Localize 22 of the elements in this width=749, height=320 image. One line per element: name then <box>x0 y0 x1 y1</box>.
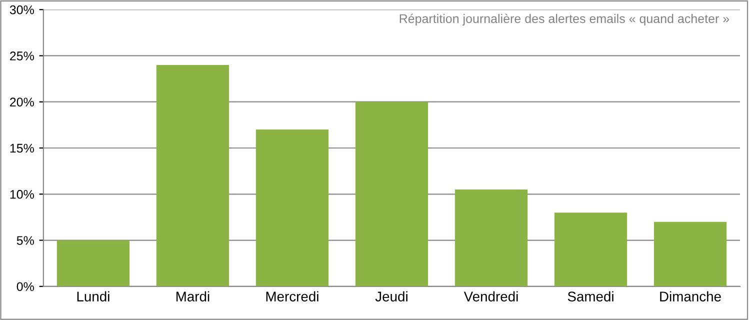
y-tick-label: 0% <box>16 282 34 292</box>
y-tick-label: 10% <box>10 190 34 199</box>
x-tick-label: Samedi <box>568 291 614 302</box>
x-tick-label: Mercredi <box>266 291 318 302</box>
bar <box>554 212 628 286</box>
bar <box>355 102 428 286</box>
x-tick-label: Mardi <box>176 291 210 302</box>
x-tick-label: Dimanche <box>660 291 721 302</box>
bar <box>654 222 727 286</box>
bar <box>56 240 130 286</box>
bar <box>454 190 528 286</box>
x-tick-label: Jeudi <box>375 291 408 302</box>
x-tick-label: Vendredi <box>464 291 518 302</box>
x-tick-label: Lundi <box>77 291 110 302</box>
y-tick-label: 20% <box>10 98 34 107</box>
y-tick-label: 15% <box>10 144 34 153</box>
bar <box>156 64 230 286</box>
bar <box>256 130 329 286</box>
y-tick-label: 30% <box>10 5 34 14</box>
y-tick-label: 25% <box>10 52 34 60</box>
chart-title: Répartition journalière des alertes emails « quand acheter » <box>400 14 730 26</box>
y-tick-label: 5% <box>16 236 34 245</box>
